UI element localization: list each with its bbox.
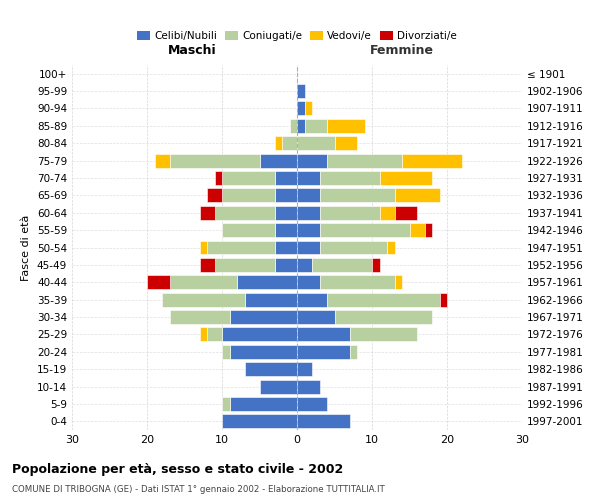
Bar [297, 223, 320, 237]
Bar [215, 258, 275, 272]
Bar [260, 380, 297, 394]
Bar [222, 345, 229, 358]
Bar [297, 397, 327, 411]
Bar [320, 206, 380, 220]
Bar [275, 223, 297, 237]
Bar [207, 188, 222, 202]
Bar [395, 206, 417, 220]
Bar [380, 206, 395, 220]
Bar [275, 240, 297, 254]
Bar [439, 292, 447, 306]
Text: Maschi: Maschi [167, 44, 217, 57]
Bar [297, 136, 335, 150]
Bar [425, 223, 432, 237]
Text: Popolazione per età, sesso e stato civile - 2002: Popolazione per età, sesso e stato civil… [12, 462, 343, 475]
Bar [297, 380, 320, 394]
Bar [320, 223, 409, 237]
Bar [275, 171, 297, 185]
Bar [305, 119, 327, 133]
Bar [402, 154, 462, 168]
Bar [349, 328, 417, 342]
Bar [297, 119, 305, 133]
Bar [297, 362, 312, 376]
Bar [207, 328, 222, 342]
Bar [245, 292, 297, 306]
Bar [260, 154, 297, 168]
Bar [222, 188, 275, 202]
Bar [245, 362, 297, 376]
Bar [305, 102, 312, 116]
Bar [222, 414, 297, 428]
Bar [387, 240, 395, 254]
Bar [170, 154, 260, 168]
Bar [297, 292, 327, 306]
Bar [282, 136, 297, 150]
Bar [297, 206, 320, 220]
Bar [215, 206, 275, 220]
Text: COMUNE DI TRIBOGNA (GE) - Dati ISTAT 1° gennaio 2002 - Elaborazione TUTTITALIA.I: COMUNE DI TRIBOGNA (GE) - Dati ISTAT 1° … [12, 485, 385, 494]
Bar [215, 171, 222, 185]
Bar [409, 223, 425, 237]
Legend: Celibi/Nubili, Coniugati/e, Vedovi/e, Divorziati/e: Celibi/Nubili, Coniugati/e, Vedovi/e, Di… [133, 26, 461, 45]
Bar [349, 345, 357, 358]
Bar [222, 328, 297, 342]
Bar [395, 188, 439, 202]
Bar [199, 328, 207, 342]
Bar [199, 206, 215, 220]
Y-axis label: Fasce di età: Fasce di età [22, 214, 31, 280]
Bar [147, 276, 170, 289]
Text: Femmine: Femmine [370, 44, 434, 57]
Bar [335, 310, 432, 324]
Bar [275, 188, 297, 202]
Bar [275, 136, 282, 150]
Bar [297, 171, 320, 185]
Bar [320, 171, 380, 185]
Bar [155, 154, 170, 168]
Bar [297, 328, 349, 342]
Bar [297, 345, 349, 358]
Bar [170, 276, 237, 289]
Bar [297, 310, 335, 324]
Bar [327, 119, 365, 133]
Bar [327, 292, 439, 306]
Bar [290, 119, 297, 133]
Bar [229, 310, 297, 324]
Bar [320, 188, 395, 202]
Bar [297, 240, 320, 254]
Bar [335, 136, 357, 150]
Bar [275, 258, 297, 272]
Bar [312, 258, 372, 272]
Bar [275, 206, 297, 220]
Bar [320, 240, 387, 254]
Bar [237, 276, 297, 289]
Bar [229, 345, 297, 358]
Bar [320, 276, 395, 289]
Bar [297, 102, 305, 116]
Bar [199, 258, 215, 272]
Bar [327, 154, 402, 168]
Bar [162, 292, 245, 306]
Bar [395, 276, 402, 289]
Bar [297, 84, 305, 98]
Bar [297, 414, 349, 428]
Bar [297, 258, 312, 272]
Bar [297, 154, 327, 168]
Bar [380, 171, 432, 185]
Bar [222, 223, 275, 237]
Bar [170, 310, 229, 324]
Bar [222, 171, 275, 185]
Bar [199, 240, 207, 254]
Bar [229, 397, 297, 411]
Bar [222, 397, 229, 411]
Bar [207, 240, 275, 254]
Bar [297, 276, 320, 289]
Bar [297, 188, 320, 202]
Bar [372, 258, 380, 272]
